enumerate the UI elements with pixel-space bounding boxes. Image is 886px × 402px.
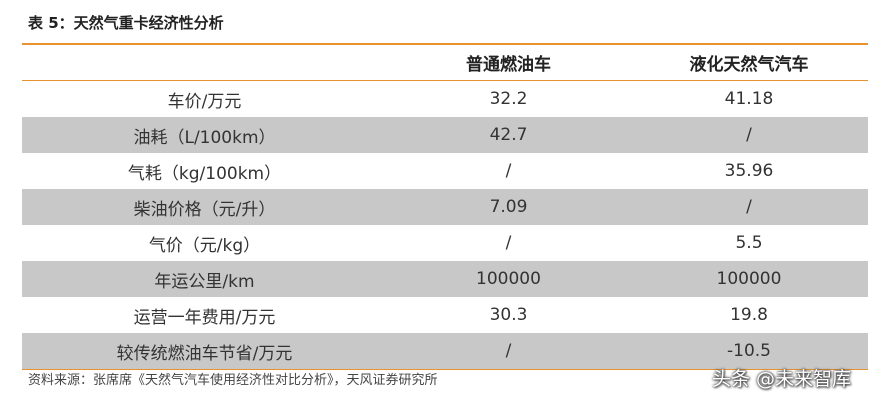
table-title: 表 5：天然气重卡经济性分析 — [28, 14, 224, 32]
row-label: 较传统燃油车节省/万元 — [116, 343, 293, 364]
diesel-value: / — [505, 341, 512, 361]
table-row: 车价/万元 32.2 41.18 — [22, 81, 868, 117]
lng-value: / — [746, 125, 752, 145]
lng-value: 5.5 — [735, 233, 763, 253]
diesel-value: 30.3 — [489, 305, 528, 325]
economics-table: 普通燃油车 液化天然气汽车 车价/万元 32.2 41.18 油耗（L/100k… — [22, 45, 868, 370]
row-label: 油耗（L/100km） — [133, 127, 276, 148]
table-row: 气耗（kg/100km） / 35.96 — [22, 153, 868, 189]
table-row: 柴油价格（元/升） 7.09 / — [22, 189, 868, 225]
lng-value: 100000 — [716, 269, 782, 289]
diesel-value: 7.09 — [489, 197, 528, 217]
lng-value: 41.18 — [724, 89, 774, 109]
row-label: 柴油价格（元/升） — [133, 199, 276, 220]
diesel-value: / — [505, 233, 512, 253]
row-label: 年运公里/km — [154, 271, 255, 292]
lng-value: -10.5 — [727, 341, 771, 361]
table-header-row: 普通燃油车 液化天然气汽车 — [22, 45, 868, 81]
row-label: 车价/万元 — [167, 91, 242, 112]
top-rule — [22, 43, 868, 45]
row-label: 运营一年费用/万元 — [133, 307, 276, 328]
diesel-value: 32.2 — [489, 89, 528, 109]
watermark: 头条 @未来智库 — [712, 368, 852, 390]
header-cell-diesel: 普通燃油车 — [466, 55, 551, 75]
table-row: 较传统燃油车节省/万元 / -10.5 — [22, 333, 868, 370]
table-row: 运营一年费用/万元 30.3 19.8 — [22, 297, 868, 333]
lng-value: 19.8 — [730, 305, 768, 325]
table-row: 气价（元/kg） / 5.5 — [22, 225, 868, 261]
source-note: 资料来源：张席席《天然气汽车使用经济性对比分析》，天风证券研究所 — [28, 373, 438, 388]
table-row: 年运公里/km 100000 100000 — [22, 261, 868, 297]
table-row: 油耗（L/100km） 42.7 / — [22, 117, 868, 153]
lng-value: 35.96 — [724, 161, 774, 181]
row-label: 气价（元/kg） — [148, 235, 261, 256]
lng-value: / — [746, 197, 752, 217]
diesel-value: / — [505, 161, 512, 181]
diesel-value: 42.7 — [489, 125, 528, 145]
diesel-value: 100000 — [476, 269, 541, 289]
header-cell-lng: 液化天然气汽车 — [689, 55, 809, 75]
row-label: 气耗（kg/100km） — [127, 163, 282, 184]
